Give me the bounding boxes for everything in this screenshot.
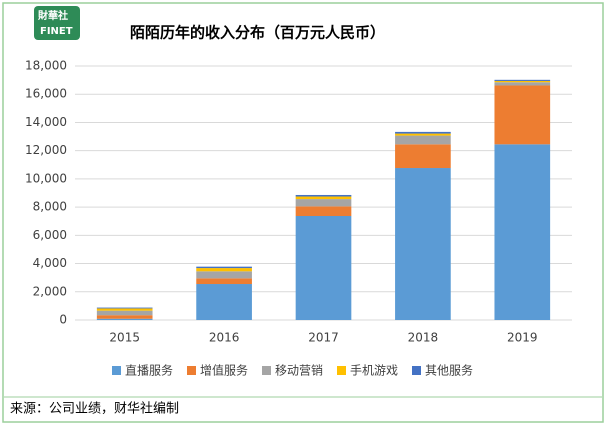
x-tick-label: 2019 — [507, 331, 538, 345]
y-tick-label: 0 — [59, 313, 67, 327]
y-tick-label: 10,000 — [25, 171, 67, 185]
bar-segment — [196, 278, 252, 285]
y-tick-label: 12,000 — [25, 143, 67, 157]
bar-segment — [295, 216, 352, 320]
bar-segment — [494, 85, 551, 145]
bar-segment — [196, 266, 252, 269]
bar-segment — [295, 196, 352, 200]
y-tick-label: 6,000 — [33, 228, 67, 242]
legend-label: 其他服务 — [425, 363, 473, 378]
x-tick-label: 2018 — [408, 331, 439, 345]
y-tick-label: 14,000 — [25, 115, 67, 129]
legend-swatch — [187, 366, 196, 375]
x-tick-label: 2017 — [308, 331, 339, 345]
legend-swatch — [337, 366, 346, 375]
bar-segment — [96, 315, 153, 319]
bar-segment — [395, 144, 451, 169]
bar-segment — [494, 80, 551, 83]
logo-name: 財華社 — [37, 9, 68, 22]
legend-label: 直播服务 — [125, 363, 173, 378]
bar-segment — [395, 133, 451, 136]
bar-segment — [494, 144, 551, 320]
bar-segment — [395, 135, 451, 145]
bar-segment — [196, 284, 252, 320]
bar-segment — [494, 79, 551, 81]
y-tick-label: 18,000 — [25, 59, 67, 73]
x-tick-label: 2016 — [209, 331, 240, 345]
chart-title: 陌陌历年的收入分布（百万元人民币） — [130, 24, 385, 42]
bar-segment — [196, 268, 252, 272]
y-tick-label: 4,000 — [33, 256, 67, 270]
bar-segment — [196, 271, 252, 279]
legend-swatch — [412, 366, 421, 375]
bar-segment — [395, 131, 451, 134]
legend-label: 增值服务 — [200, 363, 248, 378]
bar-segment — [96, 318, 153, 320]
logo-box — [34, 6, 80, 40]
logo-sub: FINET — [40, 26, 73, 37]
bar-segment — [96, 307, 153, 309]
legend-label: 移动营销 — [275, 364, 323, 378]
bar-segment — [494, 82, 551, 86]
bar-segment — [96, 310, 153, 316]
y-tick-label: 8,000 — [33, 200, 67, 214]
source-note: 来源：公司业绩，财华社编制 — [10, 401, 179, 417]
bar-segment — [295, 194, 352, 197]
y-tick-label: 16,000 — [25, 87, 67, 101]
bar-segment — [295, 206, 352, 217]
legend-label: 手机游戏 — [350, 364, 398, 378]
x-tick-label: 2015 — [109, 331, 140, 345]
y-tick-label: 2,000 — [33, 284, 67, 298]
bar-segment — [395, 168, 451, 320]
bar-segment — [96, 308, 153, 311]
bar-segment — [295, 199, 352, 207]
legend-swatch — [112, 366, 121, 375]
legend-swatch — [262, 366, 271, 375]
